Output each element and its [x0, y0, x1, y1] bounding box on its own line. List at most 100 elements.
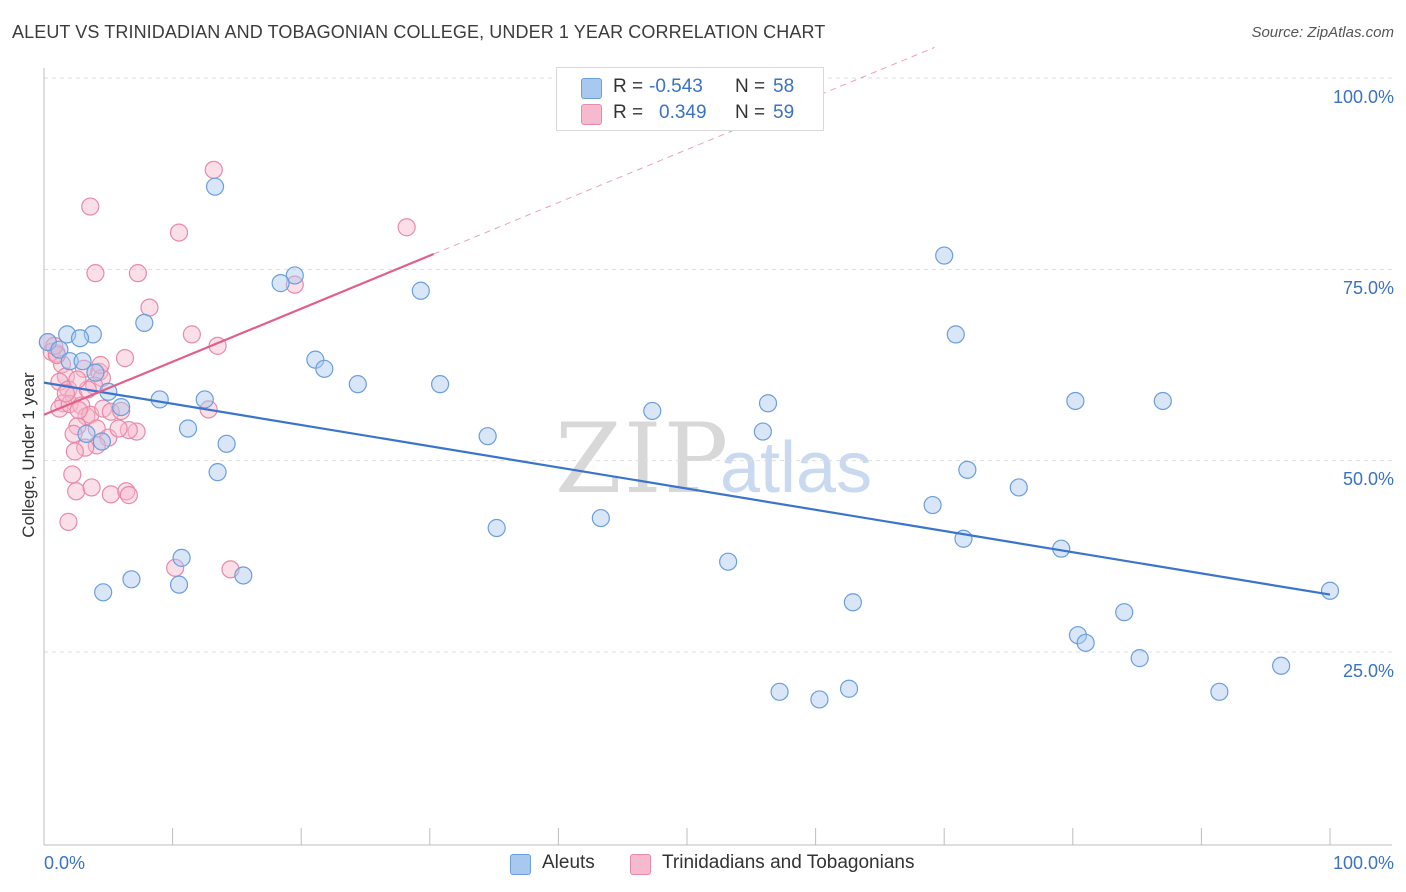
trinidadian-point-21	[76, 438, 95, 457]
aleut-point-18	[172, 548, 191, 567]
trinidadians-trend-line	[43, 253, 435, 416]
aleut-point-56	[1272, 656, 1291, 675]
aleut-point-4	[86, 363, 105, 382]
aleut-point-23	[205, 177, 225, 196]
x-max-label: 100.0%	[1332, 853, 1394, 873]
aleuts-n-value: 58	[773, 76, 795, 97]
legend-row-trinidadians: R = 0.349 N = 59	[581, 102, 811, 126]
r-label: R =	[613, 76, 644, 97]
trinidadian-point-22	[65, 442, 84, 461]
aleut-point-29	[411, 281, 430, 300]
aleut-point-20	[122, 570, 141, 589]
aleut-point-33	[591, 508, 610, 528]
aleut-point-57	[1320, 581, 1340, 600]
aleut-point-25	[271, 274, 290, 293]
trinidadian-point-48	[182, 325, 201, 344]
aleut-point-17	[208, 463, 227, 482]
aleut-point-41	[843, 593, 862, 612]
trinidadians-swatch	[581, 104, 602, 125]
trinidadian-point-43	[81, 197, 100, 216]
aleut-point-24	[285, 266, 304, 285]
y-tick-100: 100.0%	[1332, 87, 1394, 107]
aleut-point-21	[94, 583, 113, 602]
trinidadian-point-23	[63, 465, 82, 484]
aleut-point-10	[135, 313, 154, 333]
trinidadian-point-52	[285, 275, 304, 294]
trinidadians-n-value: 59	[773, 102, 795, 123]
trinidadian-point-29	[59, 512, 78, 531]
y-axis-label: College, Under 1 year	[19, 372, 38, 538]
aleut-point-43	[935, 246, 954, 265]
trinidadian-point-54	[56, 384, 75, 403]
aleut-point-51	[1076, 633, 1095, 652]
aleut-point-22	[234, 566, 253, 585]
trinidadian-point-55	[69, 401, 88, 420]
watermark-atlas: atlas	[720, 428, 872, 508]
trinidadian-point-35	[68, 370, 87, 389]
aleut-point-27	[315, 359, 334, 378]
aleut-point-28	[348, 375, 367, 394]
trinidadian-point-41	[109, 419, 128, 438]
aleut-point-19	[169, 575, 189, 594]
n-label: N =	[735, 76, 766, 97]
trinidadian-point-44	[128, 264, 147, 283]
aleut-point-2	[60, 352, 79, 371]
aleuts-legend-label: Aleuts	[542, 852, 595, 873]
aleuts-trend-line	[43, 381, 1331, 596]
aleuts-r-value: -0.543	[649, 76, 703, 97]
y-tick-50: 50.0%	[1342, 469, 1394, 489]
aleut-point-6	[112, 397, 131, 417]
r-label: R =	[613, 102, 644, 123]
aleut-point-34	[643, 401, 662, 421]
aleut-point-50	[1068, 626, 1088, 645]
aleut-point-46	[958, 460, 977, 479]
legend-row-aleuts: R = -0.543 N = 58	[581, 76, 811, 100]
aleut-point-16	[217, 434, 236, 453]
y-tick-75: 75.0%	[1342, 278, 1394, 298]
aleut-point-15	[178, 419, 198, 438]
aleut-point-40	[839, 679, 859, 698]
trinidadian-point-57	[166, 558, 185, 577]
trinidadians-r-value: 0.349	[659, 102, 707, 123]
aleut-point-42	[923, 495, 942, 515]
aleut-point-12	[77, 424, 96, 443]
aleut-point-55	[1210, 682, 1229, 701]
stats-legend: R = -0.543 N = 58 R = 0.349 N = 59	[556, 67, 824, 131]
aleut-point-35	[719, 552, 738, 571]
trinidadian-point-56	[112, 401, 131, 421]
aleuts-swatch	[581, 78, 602, 99]
trinidadian-point-39	[127, 422, 146, 441]
chart-title: ALEUT VS TRINIDADIAN AND TOBAGONIAN COLL…	[12, 22, 826, 42]
trinidadian-point-47	[204, 160, 223, 179]
x-min-label: 0.0%	[44, 853, 86, 873]
aleut-point-30	[430, 375, 450, 394]
watermark-zip: ZIP	[555, 403, 730, 515]
trinidadian-point-28	[119, 486, 138, 505]
trinidadians-legend-swatch	[630, 854, 651, 875]
aleut-point-38	[770, 682, 789, 701]
aleut-point-11	[92, 432, 111, 451]
trinidadian-point-26	[101, 485, 120, 504]
n-label: N =	[735, 102, 766, 123]
aleut-point-1	[50, 340, 69, 359]
trinidadian-point-42	[86, 264, 105, 283]
aleut-point-31	[478, 427, 497, 446]
aleut-point-53	[1130, 649, 1149, 668]
aleut-point-52	[1115, 603, 1134, 622]
aleut-point-13	[195, 390, 214, 409]
aleut-point-9	[70, 329, 90, 348]
aleuts-legend-swatch	[510, 854, 531, 875]
trinidadian-point-24	[67, 482, 86, 501]
trinidadian-point-25	[82, 478, 101, 497]
aleut-point-32	[487, 518, 506, 538]
trinidadian-point-45	[140, 298, 159, 317]
trinidadian-point-38	[115, 349, 135, 368]
trinidadian-point-15	[64, 424, 83, 443]
aleut-point-44	[946, 325, 965, 344]
aleut-point-3	[73, 352, 92, 371]
aleut-point-47	[1009, 478, 1028, 497]
trinidadians-trend-extension	[433, 46, 935, 255]
trinidadian-point-46	[169, 223, 189, 242]
source-label: Source: ZipAtlas.com	[1251, 24, 1394, 41]
